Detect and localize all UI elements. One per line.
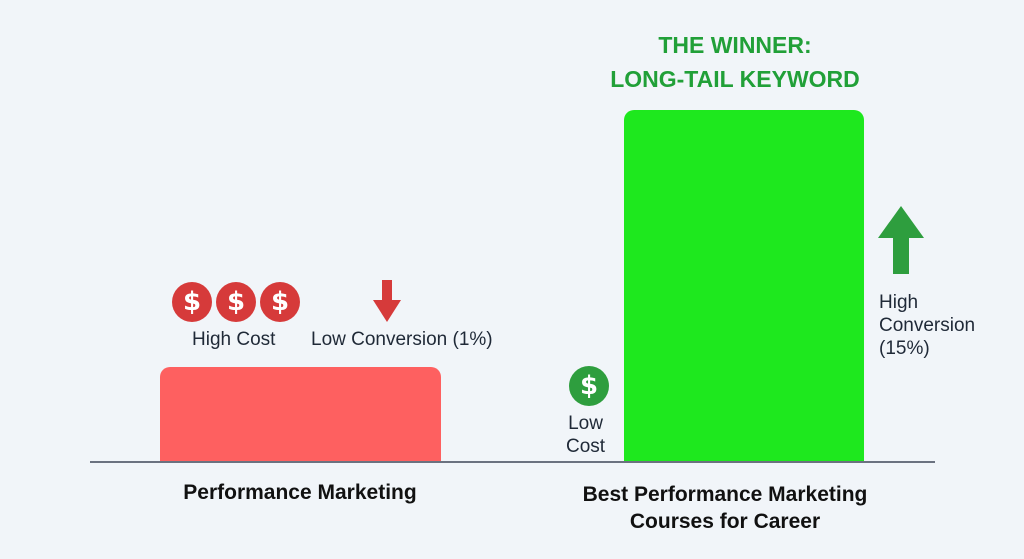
low-conversion-label: Low Conversion (1%) — [311, 329, 493, 350]
winner-title: THE WINNER: LONG-TAIL KEYWORD — [580, 28, 890, 96]
dollar-coin-icon: $ — [216, 282, 256, 322]
low-cost-line1: Low — [568, 413, 603, 434]
high-conversion-line1: High — [879, 292, 919, 313]
category-label-text: Best Performance Marketing Courses for C… — [582, 483, 868, 533]
bar-best-performance-marketing-courses — [624, 110, 864, 461]
low-cost-line2: Cost — [566, 436, 606, 457]
low-cost-label: Low Cost — [566, 412, 605, 458]
winner-title-line1: THE WINNER: — [658, 32, 812, 58]
category-label-best-performance-marketing-courses: Best Performance Marketing Courses for C… — [560, 481, 890, 535]
high-conversion-line3: (15%) — [879, 338, 930, 359]
high-cost-label: High Cost — [192, 329, 276, 350]
winner-title-line2: LONG-TAIL KEYWORD — [610, 66, 860, 92]
x-axis-baseline — [90, 461, 935, 463]
dollar-coin-icon: $ — [172, 282, 212, 322]
dollar-coin-icon: $ — [569, 366, 609, 406]
bar-performance-marketing — [160, 367, 441, 461]
arrow-up-icon — [878, 206, 924, 274]
high-conversion-line2: Conversion — [879, 315, 976, 336]
high-conversion-label: High Conversion (15%) — [879, 291, 975, 360]
category-label-performance-marketing: Performance Marketing — [183, 481, 417, 504]
dollar-coin-icon: $ — [260, 282, 300, 322]
arrow-down-icon — [373, 280, 401, 322]
